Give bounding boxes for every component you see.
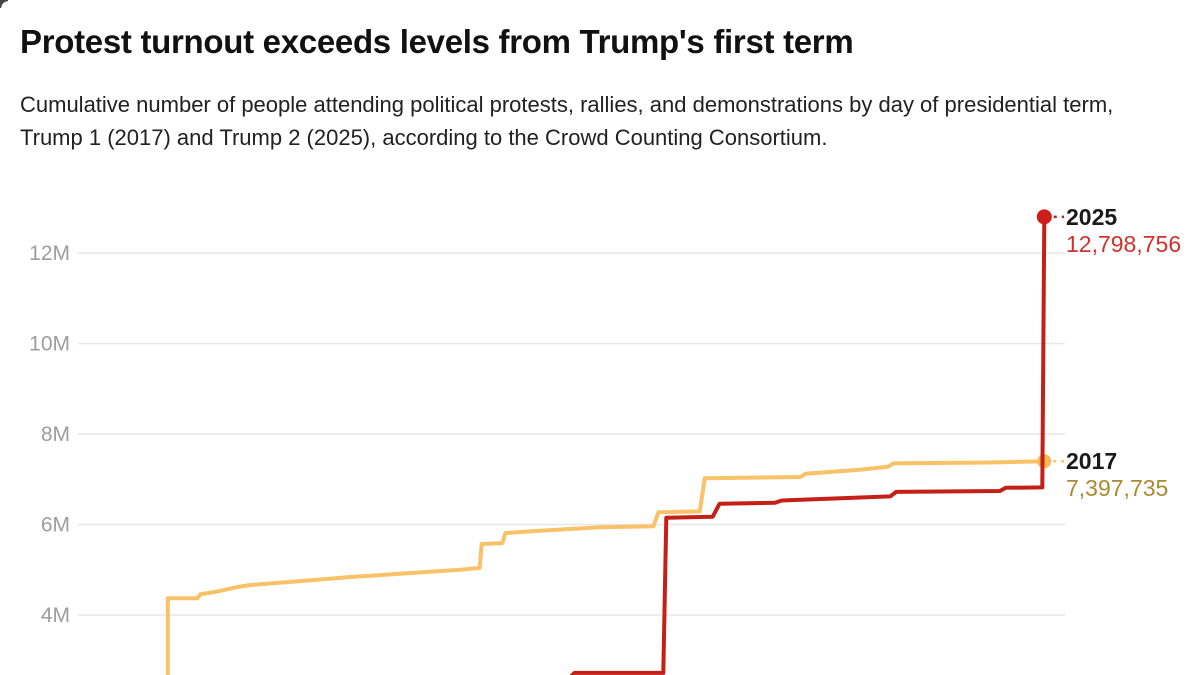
y-axis-tick-8M: 8M (41, 423, 70, 446)
series-line-2017 (165, 459, 1047, 675)
series-end-dot-2025 (1036, 209, 1052, 225)
series-end-label-2017: 2017 7,397,735 (1066, 448, 1168, 502)
series-year-2017: 2017 (1066, 448, 1118, 475)
series-end-label-2025: 2025 12,798,756 (1066, 204, 1181, 258)
series-value-2017: 7,397,735 (1066, 475, 1169, 502)
series-year-2025: 2025 (1066, 203, 1118, 230)
y-axis-tick-6M: 6M (41, 514, 70, 537)
y-axis-tick-10M: 10M (29, 333, 70, 356)
series-value-2025: 12,798,756 (1066, 230, 1182, 257)
chart-subtitle: Cumulative number of people attending po… (20, 92, 1114, 150)
y-axis-tick-4M: 4M (41, 604, 70, 627)
series-line-2025 (569, 214, 1047, 675)
chart-title: Protest turnout exceeds levels from Trum… (20, 23, 854, 60)
y-axis-tick-12M: 12M (29, 242, 70, 265)
window-corner-artifact (0, 0, 8, 8)
